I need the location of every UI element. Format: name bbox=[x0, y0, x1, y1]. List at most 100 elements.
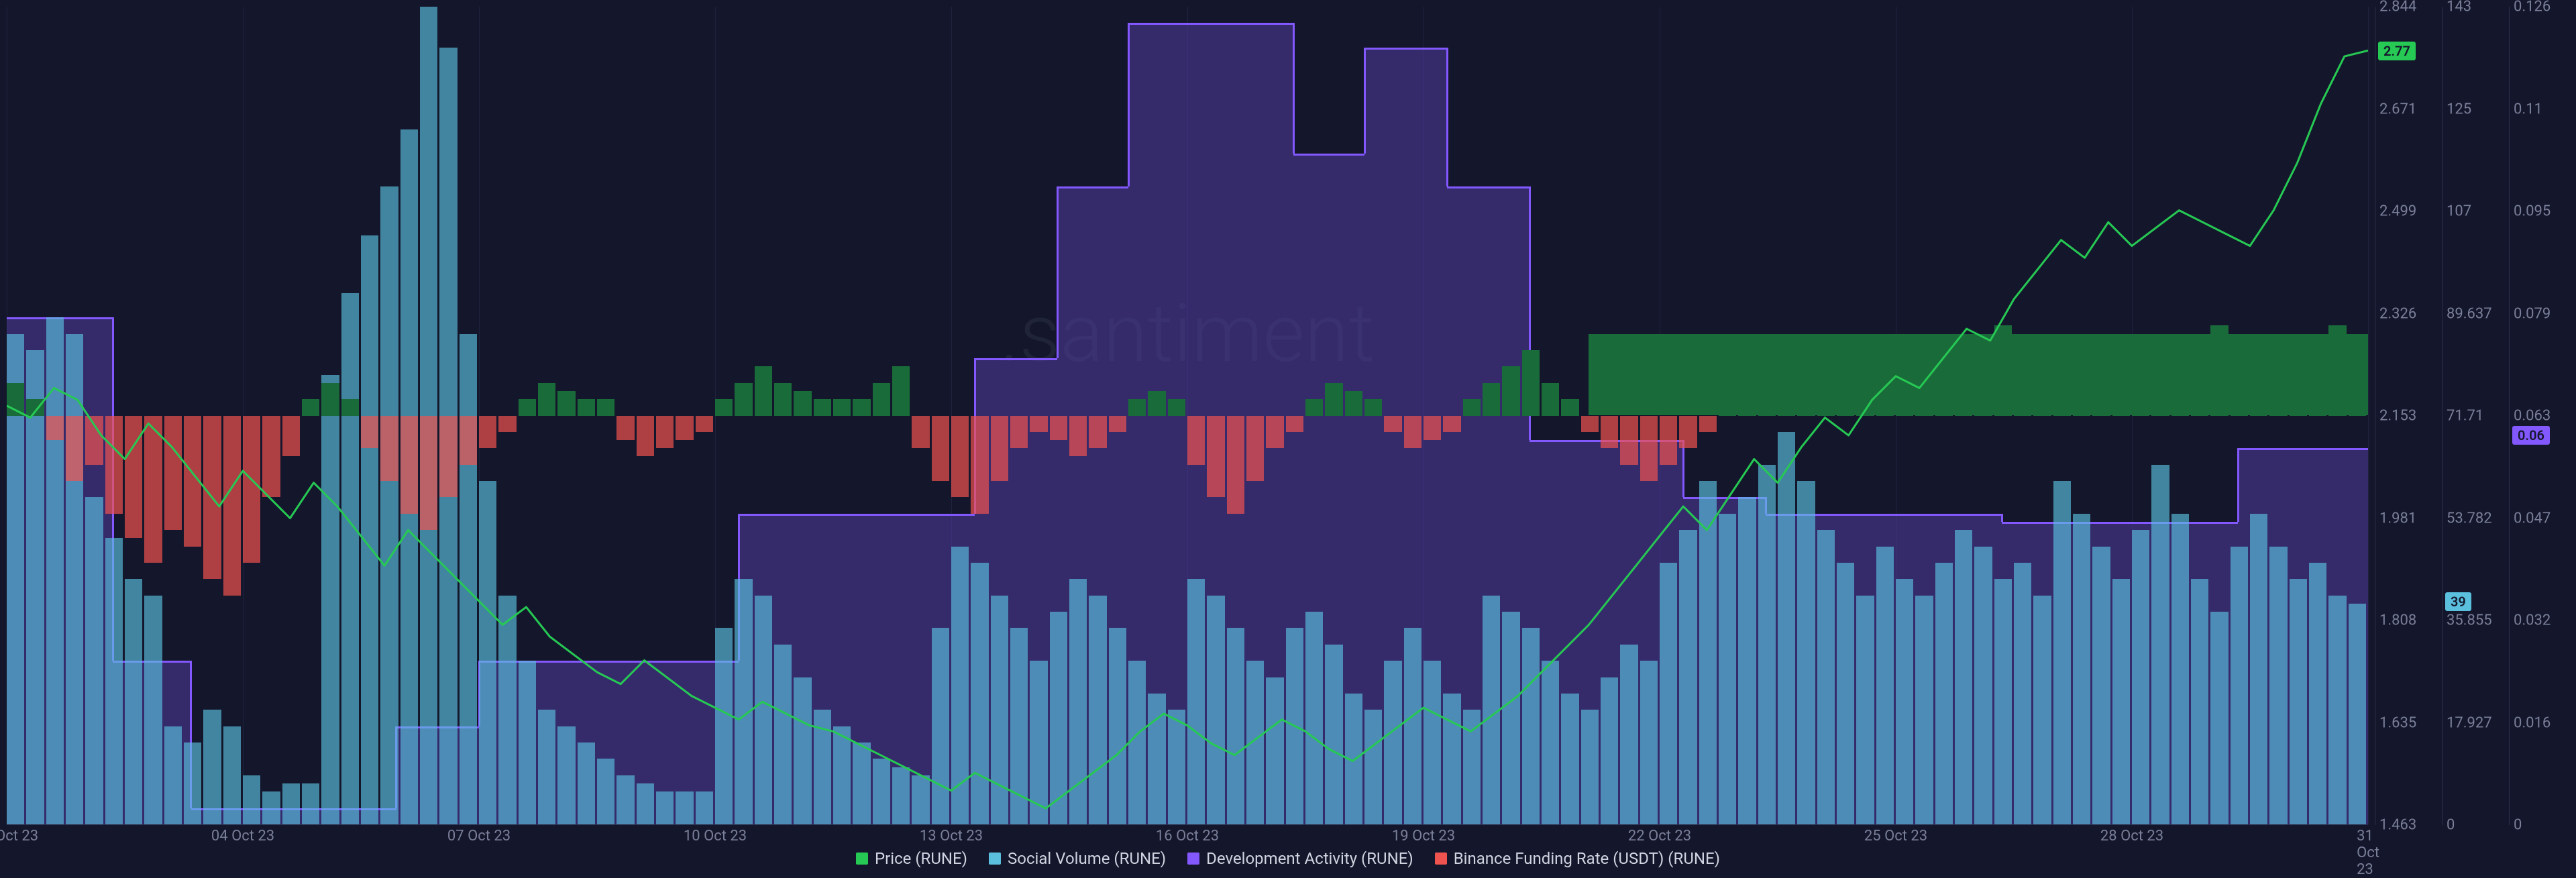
funding-rate-bar bbox=[833, 399, 851, 415]
y-tick: 71.71 bbox=[2447, 408, 2483, 425]
dev-activity-connector bbox=[2237, 448, 2239, 522]
social-volume-bar bbox=[1876, 547, 1894, 824]
social-volume-bar bbox=[2210, 612, 2228, 824]
y-tick: 35.855 bbox=[2447, 612, 2492, 629]
plot-area[interactable]: .santiment bbox=[7, 7, 2368, 825]
social-volume-bar bbox=[460, 334, 477, 824]
social-volume-bar bbox=[2112, 579, 2130, 824]
social-volume-bar bbox=[1620, 645, 1638, 824]
funding-rate-bar bbox=[1483, 383, 1500, 416]
y-tick: 0 bbox=[2514, 817, 2522, 834]
funding-rate-bar bbox=[557, 391, 575, 416]
social-volume-bar bbox=[1325, 645, 1342, 824]
social-volume-bar bbox=[637, 783, 654, 824]
social-volume-bar bbox=[1974, 547, 1992, 824]
social-volume-bar bbox=[2151, 465, 2169, 824]
funding-rate-bar bbox=[991, 416, 1008, 482]
funding-rate-bar bbox=[1974, 334, 1992, 416]
social-volume-bar bbox=[164, 726, 182, 824]
funding-rate-bar bbox=[302, 399, 319, 415]
dev-activity-connector bbox=[1128, 23, 1130, 186]
x-tick: 13 Oct 23 bbox=[920, 828, 983, 844]
funding-rate-bar bbox=[498, 416, 516, 432]
funding-rate-bar bbox=[1424, 416, 1441, 441]
legend-item[interactable]: Binance Funding Rate (USDT) (RUNE) bbox=[1435, 849, 1720, 868]
funding-rate-bar bbox=[361, 416, 378, 449]
funding-rate-bar bbox=[341, 399, 359, 415]
y-tick: 89.637 bbox=[2447, 305, 2492, 322]
funding-rate-bar bbox=[380, 416, 398, 482]
funding-rate-bar bbox=[1030, 416, 1047, 432]
funding-rate-bar bbox=[420, 416, 437, 531]
social-volume-bar bbox=[1207, 596, 1224, 824]
funding-rate-bar bbox=[144, 416, 162, 563]
social-volume-bar bbox=[794, 677, 811, 824]
y-tick: 125 bbox=[2447, 101, 2471, 117]
funding-rate-bar bbox=[1050, 416, 1067, 441]
funding-rate-bar bbox=[2328, 325, 2346, 415]
social-volume-bar bbox=[656, 791, 674, 824]
legend-item[interactable]: Social Volume (RUNE) bbox=[989, 849, 1166, 868]
social-volume-bar bbox=[184, 743, 201, 824]
funding-rate-bar bbox=[774, 383, 792, 416]
funding-rate-bar bbox=[1010, 416, 1028, 449]
social-volume-bar bbox=[2309, 563, 2326, 824]
social-volume-bar bbox=[1640, 661, 1658, 824]
social-volume-bar bbox=[1896, 579, 1913, 824]
social-volume-bar bbox=[1010, 628, 1028, 824]
social-volume-bar bbox=[380, 186, 398, 824]
y-tick: 2.671 bbox=[2379, 101, 2416, 117]
funding-rate-bar bbox=[1443, 416, 1460, 432]
funding-rate-bar bbox=[873, 383, 890, 416]
social-volume-bar bbox=[1266, 677, 1283, 824]
legend-item[interactable]: Price (RUNE) bbox=[856, 849, 967, 868]
y-tick: 2.326 bbox=[2379, 305, 2416, 322]
funding-rate-bar bbox=[578, 399, 595, 415]
social-volume-bar bbox=[302, 783, 319, 824]
funding-rate-bar bbox=[597, 399, 614, 415]
social-volume-bar bbox=[2328, 596, 2346, 824]
funding-rate-bar bbox=[1404, 416, 1421, 449]
social-volume-bar bbox=[2250, 514, 2267, 824]
axis-badge-price: 2.77 bbox=[2378, 42, 2416, 60]
y-tick: 143 bbox=[2447, 0, 2471, 15]
social-volume-bar bbox=[2290, 579, 2307, 824]
funding-rate-bar bbox=[46, 416, 64, 441]
funding-rate-bar bbox=[951, 416, 969, 498]
social-volume-bar bbox=[1364, 710, 1382, 824]
social-volume-bar bbox=[262, 791, 280, 824]
social-volume-bar bbox=[1994, 579, 2012, 824]
funding-rate-bar bbox=[2210, 325, 2228, 415]
funding-rate-bar bbox=[1542, 383, 1559, 416]
social-volume-bar bbox=[321, 375, 339, 824]
social-volume-bar bbox=[2231, 547, 2248, 824]
social-volume-bar bbox=[873, 759, 890, 824]
funding-rate-bar bbox=[1837, 366, 1854, 415]
y-tick: 1.981 bbox=[2379, 510, 2416, 527]
dev-activity-connector bbox=[1682, 440, 1684, 497]
funding-rate-bar bbox=[2014, 342, 2031, 416]
funding-rate-bar bbox=[735, 383, 752, 416]
funding-rate-bar bbox=[1778, 350, 1795, 416]
funding-rate-bar bbox=[1227, 416, 1244, 514]
funding-rate-bar bbox=[2309, 334, 2326, 416]
social-volume-bar bbox=[1679, 530, 1697, 824]
funding-rate-bar bbox=[1286, 416, 1303, 432]
social-volume-bar bbox=[971, 563, 988, 824]
social-volume-bar bbox=[1522, 628, 1540, 824]
legend-swatch bbox=[989, 853, 1001, 865]
funding-rate-bar bbox=[1128, 399, 1146, 415]
social-volume-bar bbox=[1542, 661, 1559, 824]
x-axis: 01 Oct 2304 Oct 2307 Oct 2310 Oct 2313 O… bbox=[7, 825, 2368, 845]
funding-rate-bar bbox=[479, 416, 496, 449]
funding-rate-bar bbox=[7, 383, 24, 416]
legend-label: Development Activity (RUNE) bbox=[1206, 849, 1413, 868]
funding-rate-bar bbox=[2191, 334, 2208, 416]
social-volume-bar bbox=[1404, 628, 1421, 824]
social-volume-bar bbox=[2014, 563, 2031, 824]
y-tick: 2.499 bbox=[2379, 203, 2416, 220]
funding-rate-bar bbox=[1522, 350, 1540, 416]
funding-rate-bar bbox=[1502, 366, 1519, 415]
y-tick: 0.126 bbox=[2514, 0, 2551, 15]
legend-item[interactable]: Development Activity (RUNE) bbox=[1187, 849, 1413, 868]
